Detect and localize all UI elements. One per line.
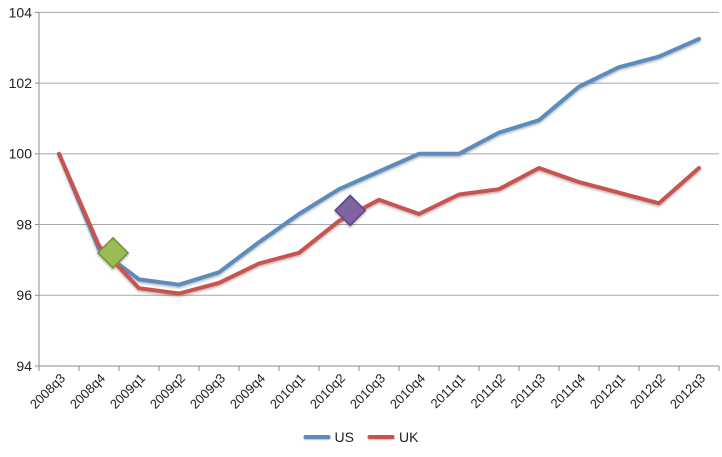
svg-text:2011q3: 2011q3 <box>508 371 549 412</box>
legend-label-uk: UK <box>399 429 419 445</box>
x-axis-tick-label: 2011q1 <box>428 371 469 412</box>
svg-text:2010q2: 2010q2 <box>307 371 348 412</box>
svg-text:2009q4: 2009q4 <box>227 371 268 412</box>
y-axis-tick-label: 96 <box>16 287 32 303</box>
svg-text:2011q2: 2011q2 <box>468 371 509 412</box>
chart-legend: US UK <box>303 429 418 445</box>
y-axis-tick-label: 104 <box>9 4 33 20</box>
svg-text:2010q3: 2010q3 <box>347 371 388 412</box>
x-axis-tick-label: 2012q1 <box>587 371 628 412</box>
y-axis-tick-label: 102 <box>9 75 33 91</box>
x-axis-tick-label: 2009q1 <box>107 371 148 412</box>
x-axis-tick-label: 2011q3 <box>508 371 549 412</box>
x-axis-tick-label: 2010q4 <box>387 371 428 412</box>
x-axis-tick-label: 2008q4 <box>67 371 108 412</box>
us-line <box>57 36 701 287</box>
x-axis-tick-label: 2012q2 <box>627 371 668 412</box>
svg-text:2011q1: 2011q1 <box>428 371 469 412</box>
svg-text:2011q4: 2011q4 <box>548 371 589 412</box>
uk-line <box>57 151 701 296</box>
event-marker-diamond-2 <box>334 194 367 227</box>
x-axis-tick-label: 2011q4 <box>548 371 589 412</box>
svg-text:2008q4: 2008q4 <box>67 371 108 412</box>
x-axis-tick-label: 2008q3 <box>27 371 68 412</box>
svg-text:2010q1: 2010q1 <box>267 371 308 412</box>
svg-text:2008q3: 2008q3 <box>27 371 68 412</box>
x-axis-tick-label: 2010q1 <box>267 371 308 412</box>
legend-item-uk: UK <box>368 429 418 445</box>
us-line-swatch-icon <box>303 435 331 439</box>
uk-line-swatch-icon <box>368 435 395 439</box>
y-axis-tick-label: 98 <box>16 216 32 232</box>
x-axis-tick-label: 2009q4 <box>227 371 268 412</box>
svg-text:2012q3: 2012q3 <box>667 371 708 412</box>
svg-text:2010q4: 2010q4 <box>387 371 428 412</box>
y-axis-tick-label: 100 <box>9 146 33 162</box>
svg-text:2012q2: 2012q2 <box>627 371 668 412</box>
y-axis-tick-label: 94 <box>16 358 32 374</box>
x-axis-tick-label: 2011q2 <box>468 371 509 412</box>
legend-label-us: US <box>334 429 354 445</box>
legend-item-us: US <box>303 429 354 445</box>
svg-text:2009q1: 2009q1 <box>107 371 148 412</box>
x-axis-tick-label: 2012q3 <box>667 371 708 412</box>
x-axis-tick-label: 2009q3 <box>187 371 228 412</box>
x-axis-tick-label: 2010q3 <box>347 371 388 412</box>
svg-text:2009q3: 2009q3 <box>187 371 228 412</box>
x-axis-tick-label: 2010q2 <box>307 371 348 412</box>
svg-text:2012q1: 2012q1 <box>587 371 628 412</box>
svg-text:2009q2: 2009q2 <box>147 371 188 412</box>
event-marker-diamond-1 <box>96 236 130 269</box>
x-axis-tick-label: 2009q2 <box>147 371 188 412</box>
